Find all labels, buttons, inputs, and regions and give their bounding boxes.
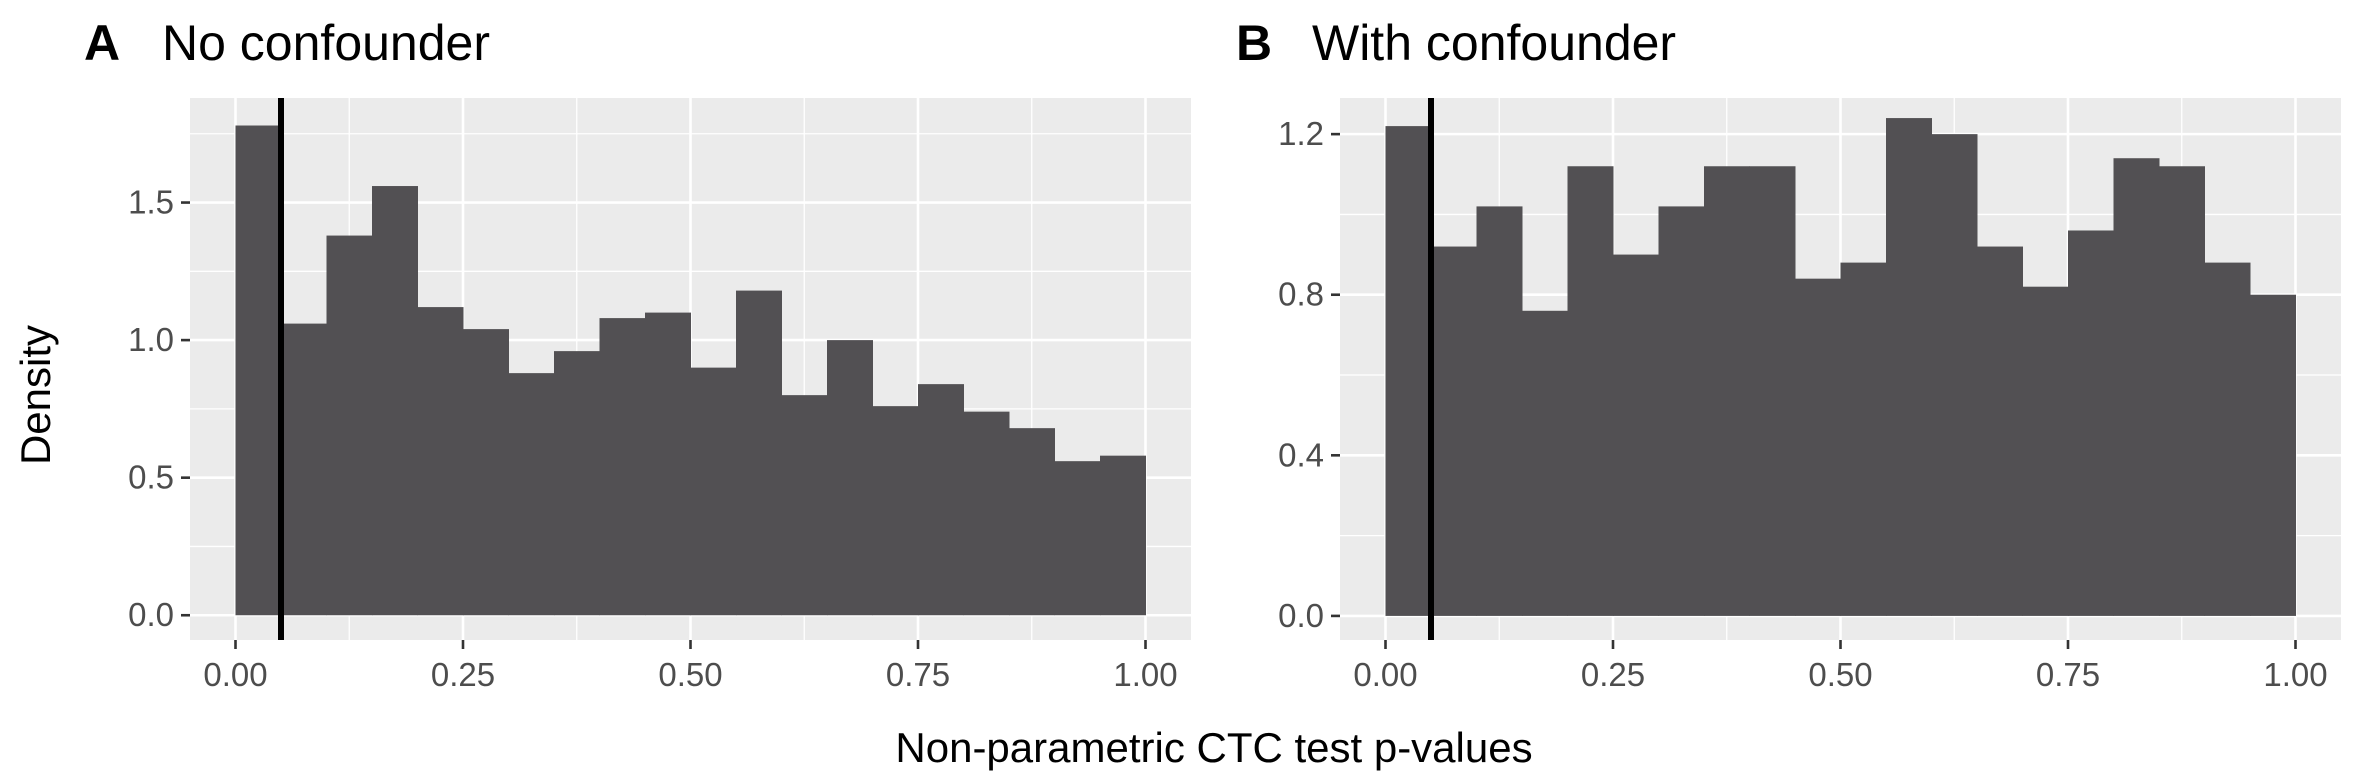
panel-a-bar — [1054, 461, 1101, 616]
panel-b-bar — [1749, 166, 1796, 616]
panel-a-bar — [736, 290, 782, 616]
panel-b-bar — [1840, 262, 1887, 616]
panel-a-bar — [1100, 455, 1146, 616]
panel-b-bar — [2022, 286, 2069, 616]
panel-b-bar — [1476, 206, 1523, 616]
panel-b-bar — [2204, 262, 2251, 616]
panel-a-bar — [645, 312, 691, 616]
x-axis-title: Non-parametric CTC test p-values — [895, 724, 1532, 771]
panel-b-bar — [1931, 134, 1978, 616]
panel-b-bar — [2159, 166, 2205, 616]
panel-a-bar — [963, 411, 1010, 616]
panel-b-title: With confounder — [1312, 15, 1676, 71]
panel-b-bar — [1613, 254, 1659, 616]
panel-b-bar — [1431, 246, 1477, 616]
panel-b-bar — [1658, 206, 1705, 616]
x-tick-label: 0.75 — [886, 656, 950, 693]
panel-b-bar — [1704, 166, 1750, 616]
x-tick-label: 0.50 — [658, 656, 722, 693]
y-tick-label: 1.5 — [128, 184, 174, 221]
x-tick-label: 0.25 — [1581, 656, 1645, 693]
panel-b-bar — [1522, 310, 1568, 616]
panel-b-y-axis: 0.0 0.4 0.8 1.2 — [1278, 115, 1340, 634]
panel-a-bar — [827, 340, 873, 616]
panel-a-bar — [508, 373, 555, 616]
panel-a-tag: A — [84, 15, 120, 71]
panel-a-bar — [1009, 428, 1055, 616]
panel-a: A No confounder 0.0 0.5 1.0 1.5 0.00 0.25 0.5… — [84, 15, 1191, 693]
panel-b-bar — [1385, 126, 1432, 616]
panel-a-bar — [326, 235, 373, 616]
x-tick-label: 0.00 — [1353, 656, 1417, 693]
panel-b-bar — [2068, 230, 2114, 616]
panel-b-bar — [2113, 158, 2160, 616]
y-tick-label: 1.0 — [128, 321, 174, 358]
y-tick-label: 0.0 — [1278, 597, 1324, 634]
y-axis-title: Density — [12, 325, 59, 465]
y-tick-label: 0.4 — [1278, 436, 1324, 473]
panel-b-tag: B — [1236, 15, 1272, 71]
panel-b-bar — [2250, 294, 2296, 616]
panel-a-bar — [918, 384, 964, 616]
panel-b-bar — [1795, 278, 1841, 616]
panel-a-bar — [599, 318, 646, 616]
y-tick-label: 0.8 — [1278, 276, 1324, 313]
panel-a-bars — [235, 125, 1146, 616]
x-tick-label: 0.50 — [1808, 656, 1872, 693]
x-tick-label: 0.25 — [431, 656, 495, 693]
y-tick-label: 1.2 — [1278, 115, 1324, 152]
panel-b-bars — [1385, 118, 2296, 616]
panel-a-bar — [235, 125, 282, 616]
x-tick-label: 1.00 — [2263, 656, 2327, 693]
panel-b: B With confounder 0.00.40.81.2 0.00 0.25 0… — [1236, 15, 2341, 693]
panel-a-bar — [690, 367, 737, 616]
panel-a-bar — [872, 406, 919, 616]
panel-a-title: No confounder — [162, 15, 490, 71]
panel-b-bar — [1977, 246, 2023, 616]
panel-a-bar — [554, 351, 600, 616]
panel-a-y-axis: 0.0 0.5 1.0 1.5 — [128, 184, 190, 633]
x-tick-label: 0.00 — [203, 656, 267, 693]
y-tick-label: 0.0 — [128, 596, 174, 633]
panel-a-bar — [417, 307, 464, 616]
y-tick-label: 0.5 — [128, 459, 174, 496]
x-tick-label: 1.00 — [1113, 656, 1177, 693]
panel-b-x-axis: 0.00 0.25 0.50 0.75 1.00 — [1353, 640, 2328, 693]
x-tick-label: 0.75 — [2036, 656, 2100, 693]
panel-a-bar — [372, 186, 418, 616]
panel-a-bar — [463, 329, 509, 616]
panel-a-x-axis: 0.00 0.25 0.50 0.75 1.00 — [203, 640, 1178, 693]
panel-a-bar — [281, 323, 327, 616]
panel-b-bar — [1567, 166, 1614, 616]
panel-b-bar — [1886, 118, 1932, 616]
panel-a-bar — [781, 395, 828, 616]
